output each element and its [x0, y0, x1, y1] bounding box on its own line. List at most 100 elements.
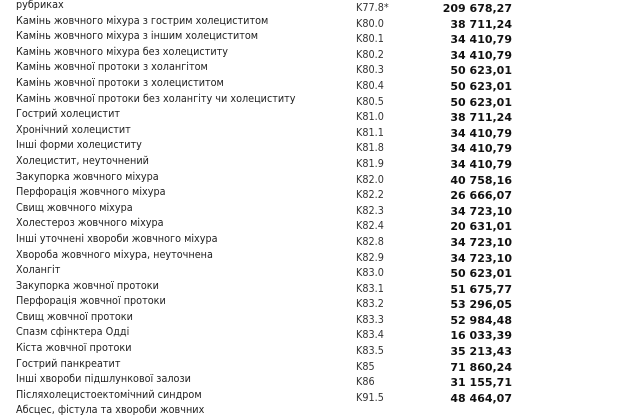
diagnosis-name: Інші хвороби підшлункової залози: [16, 373, 191, 386]
icd-code: K82.9: [356, 251, 384, 264]
icd-code: K82.2: [356, 189, 384, 202]
table-row: Хронічний холецистит K81.1 34 410,79: [0, 123, 630, 140]
diagnosis-name: Холангіт: [16, 264, 61, 277]
price-value: 209 678,27: [442, 2, 512, 15]
diagnosis-name: Інші форми холециститу: [16, 139, 142, 152]
icd-code: K83.0: [356, 267, 384, 280]
table-row: Камінь жовчного міхура з іншим холецисти…: [0, 29, 630, 47]
diagnosis-name: Спазм сфінктера Одді: [16, 326, 130, 339]
price-value: 48 464,07: [450, 391, 512, 405]
table-row: Камінь жовчного міхура з гострим холецис…: [0, 14, 630, 31]
table-row: Закупорка жовчного міхура K82.0 40 758,16: [0, 170, 630, 187]
icd-code: K81.1: [356, 126, 384, 139]
table-row: Абсцес, фістула та хвороби жовчних: [0, 403, 630, 419]
diagnosis-name: Інші уточнені хвороби жовчного міхура: [16, 232, 218, 245]
diagnosis-name: Хвороба жовчного міхура, неуточнена: [16, 248, 213, 261]
price-value: 53 296,05: [450, 298, 512, 312]
icd-code: K81.8: [356, 142, 384, 155]
price-value: 26 666,07: [450, 189, 512, 203]
table-row: Хвороба жовчного міхура, неуточнена K82.9…: [0, 248, 630, 265]
table-row: Спазм сфінктера Одді K83.4 16 033,39: [0, 325, 630, 342]
diagnosis-name: рубриках: [16, 0, 64, 11]
icd-code: K82.3: [356, 204, 384, 217]
icd-code: K86: [356, 376, 375, 389]
icd-code: K81.0: [356, 111, 384, 124]
price-value: 38 711,24: [450, 111, 512, 125]
table-row: Холецистит, неуточнений K81.9 34 410,79: [0, 154, 630, 171]
table-row: Камінь жовчної протоки з холециститом K80…: [0, 76, 630, 93]
icd-code: K83.1: [356, 282, 384, 295]
table-row: Свищ жовчного міхура K82.3 34 723,10: [0, 201, 630, 218]
diagnosis-name: Камінь жовчного міхура без холециститу: [16, 45, 228, 58]
diagnosis-name: Камінь жовчного міхура з гострим холецис…: [16, 14, 269, 27]
icd-code: K77.8*: [356, 2, 389, 14]
icd-code: K83.2: [356, 298, 384, 311]
price-value: 50 623,01: [450, 64, 512, 78]
table-row: Гострий холецистит K81.0 38 711,24: [0, 107, 630, 125]
table-row: Інші хвороби підшлункової залози K86 31 15…: [0, 372, 630, 390]
diagnosis-name: Хронічний холецистит: [16, 123, 131, 136]
diagnosis-name: Абсцес, фістула та хвороби жовчних: [16, 404, 205, 417]
price-value: 71 860,24: [450, 360, 512, 374]
table-row: Перфорація жовчного міхура K82.2 26 666,07: [0, 185, 630, 203]
table-row: Камінь жовчного міхура без холециститу K8…: [0, 45, 630, 62]
icd-code: K80.4: [356, 79, 384, 92]
diagnosis-name: Гострий холецистит: [16, 108, 120, 121]
icd-code: K82.4: [356, 220, 384, 233]
diagnosis-name: Свищ жовчного міхура: [16, 201, 133, 214]
table-row: Камінь жовчної протоки з холангітом K80.3…: [0, 60, 630, 78]
table-row: Холангіт K83.0 50 623,01: [0, 263, 630, 281]
price-value: 38 711,24: [450, 17, 512, 31]
table-row: Післяхолецистоектомічний синдром K91.5 48 …: [0, 388, 630, 405]
price-value: 40 758,16: [450, 173, 512, 187]
icd-code: K83.4: [356, 329, 384, 342]
price-value: 34 410,79: [450, 126, 512, 140]
diagnosis-name: Камінь жовчної протоки з холангітом: [16, 61, 208, 74]
price-value: 51 675,77: [450, 282, 512, 296]
diagnosis-name: Камінь жовчної протоки з холециститом: [16, 76, 224, 89]
price-value: 50 623,01: [450, 267, 512, 281]
icd-code: K80.3: [356, 64, 384, 77]
table-row: Перфорація жовчної протоки K83.2 53 296,05: [0, 294, 630, 312]
price-value: 50 623,01: [450, 79, 512, 93]
price-value: 52 984,48: [450, 313, 512, 327]
diagnosis-name: Гострий панкреатит: [16, 357, 121, 370]
icd-code: K85: [356, 360, 375, 373]
price-value: 35 213,43: [450, 345, 512, 359]
price-value: 34 723,10: [450, 251, 512, 265]
table-row: рубриках K77.8* 209 678,27: [0, 0, 630, 15]
price-value: 50 623,01: [450, 95, 512, 109]
diagnosis-name: Перфорація жовчного міхура: [16, 186, 166, 199]
table-row: Інші форми холециститу K81.8 34 410,79: [0, 138, 630, 156]
table-row: Закупорка жовчної протоки K83.1 51 675,77: [0, 279, 630, 296]
table-row: Камінь жовчної протоки без холангіту чи …: [0, 92, 630, 109]
price-value: 34 723,10: [450, 235, 512, 249]
diagnosis-name: Закупорка жовчної протоки: [16, 279, 159, 292]
icd-code: K82.0: [356, 173, 384, 186]
diagnosis-name: Закупорка жовчного міхура: [16, 170, 159, 183]
icd-code: K91.5: [356, 391, 384, 404]
price-value: 20 631,01: [450, 220, 512, 234]
icd-code: K80.2: [356, 48, 384, 61]
diagnosis-name: Камінь жовчної протоки без холангіту чи …: [16, 92, 296, 105]
diagnosis-name: Холецистит, неуточнений: [16, 154, 149, 167]
price-value: 34 410,79: [450, 157, 512, 171]
icd-code: K82.8: [356, 235, 384, 248]
diagnosis-name: Холестероз жовчного міхура: [16, 217, 164, 230]
price-value: 34 410,79: [450, 48, 512, 62]
icd-code: K81.9: [356, 157, 384, 170]
diagnosis-name: Перфорація жовчної протоки: [16, 295, 166, 308]
table-row: Свищ жовчної протоки K83.3 52 984,48: [0, 310, 630, 327]
icd-code: K80.0: [356, 17, 384, 30]
price-value: 34 410,79: [450, 33, 512, 47]
diagnosis-name: Кіста жовчної протоки: [16, 342, 132, 355]
price-value: 34 723,10: [450, 204, 512, 218]
price-value: 34 410,79: [450, 142, 512, 156]
icd-code: K80.5: [356, 95, 384, 108]
diagnosis-name: Післяхолецистоектомічний синдром: [16, 388, 202, 401]
table-row: Кіста жовчної протоки K83.5 35 213,43: [0, 341, 630, 359]
table-row: Холестероз жовчного міхура K82.4 20 631,01: [0, 216, 630, 234]
icd-code: K83.3: [356, 313, 384, 326]
price-value: 31 155,71: [450, 376, 512, 390]
